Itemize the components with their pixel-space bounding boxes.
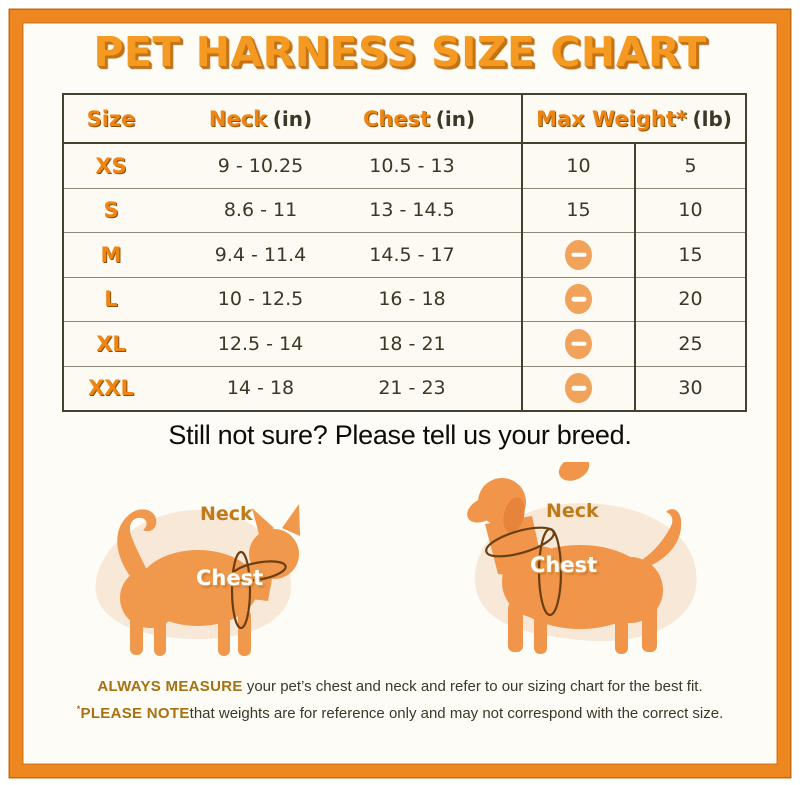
header-size-label: Size — [86, 106, 136, 131]
minus-icon — [565, 328, 592, 359]
cat-diagram: Neck Chest — [78, 476, 313, 666]
neck-cell: 10 - 12.5 — [217, 288, 304, 311]
dog-diagram: Neck Chest — [450, 462, 720, 662]
weight-cell-2: 15 — [633, 232, 747, 277]
weight-cell-1 — [521, 321, 635, 366]
header-neck: Neck (in) — [158, 94, 363, 144]
minus-icon — [565, 373, 592, 404]
table-row: S 8.6 - 11 13 - 14.5 15 10 — [63, 188, 747, 233]
table-row: XXL 14 - 18 21 - 23 30 — [63, 366, 747, 411]
header-max-weight-unit: (lb) — [692, 106, 732, 131]
table-row: XS 9 - 10.25 10.5 - 13 10 5 — [63, 143, 747, 188]
weight-cell-2: 30 — [633, 366, 747, 411]
header-max-weight-label: Max Weight* — [536, 106, 687, 131]
chest-cell: 16 - 18 — [378, 288, 446, 311]
table-row: L 10 - 12.5 16 - 18 20 — [63, 277, 747, 322]
size-cell: XXL — [88, 376, 134, 401]
header-chest: Chest (in) — [363, 94, 522, 144]
weight-cell-2: 5 — [633, 143, 747, 188]
weight-cell-1 — [521, 232, 635, 277]
chest-cell: 10.5 - 13 — [369, 154, 455, 177]
footnote-asterisk: * — [76, 704, 81, 714]
size-cell: M — [100, 242, 122, 267]
breed-prompt: Still not sure? Please tell us your bree… — [168, 420, 632, 450]
dog-neck-label: Neck — [546, 500, 599, 522]
size-table-body: XS 9 - 10.25 10.5 - 13 10 5 S 8.6 - 11 1… — [63, 143, 747, 411]
size-cell: XL — [96, 331, 126, 356]
size-cell: L — [104, 287, 118, 312]
weight-cell-1: 10 — [521, 143, 635, 188]
footer-note-2-text: that weights are for reference only and … — [189, 705, 724, 722]
neck-cell: 8.6 - 11 — [223, 199, 298, 222]
cat-chest-label: Chest — [196, 566, 264, 590]
page-title: PET HARNESS SIZE CHART — [93, 28, 707, 76]
weight-cell-1 — [521, 366, 635, 411]
weight-cell-2: 20 — [633, 277, 747, 322]
header-chest-label: Chest — [363, 106, 431, 131]
neck-cell: 9.4 - 11.4 — [214, 243, 307, 266]
header-chest-unit: (in) — [435, 106, 476, 131]
header-size: Size — [63, 94, 158, 144]
weight-cell-2: 25 — [633, 321, 747, 366]
neck-cell: 14 - 18 — [226, 377, 295, 400]
footer-note-2-bold: *PLEASE NOTE — [76, 704, 190, 722]
table-row: XL 12.5 - 14 18 - 21 25 — [63, 321, 747, 366]
neck-cell: 12.5 - 14 — [217, 332, 304, 355]
chest-cell: 13 - 14.5 — [369, 199, 455, 222]
cat-silhouette-icon — [95, 504, 300, 656]
weight-cell-1 — [521, 277, 635, 322]
footer-note-1: ALWAYS MEASURE your pet’s chest and neck… — [0, 678, 800, 695]
dog-chest-label: Chest — [530, 553, 598, 577]
chest-cell: 14.5 - 17 — [369, 243, 455, 266]
cat-neck-label: Neck — [200, 503, 253, 525]
header-max-weight: Max Weight* (lb) — [520, 94, 747, 144]
weight-cell-1: 15 — [521, 188, 635, 233]
neck-cell: 9 - 10.25 — [217, 154, 304, 177]
minus-icon — [565, 239, 592, 270]
footer-note-1-bold: ALWAYS MEASURE — [97, 678, 243, 695]
size-cell: XS — [95, 153, 127, 178]
minus-icon — [565, 284, 592, 315]
chest-cell: 18 - 21 — [378, 332, 446, 355]
header-neck-unit: (in) — [272, 106, 313, 131]
dog-silhouette-icon — [467, 462, 697, 654]
header-neck-label: Neck — [208, 106, 268, 131]
table-row: M 9.4 - 11.4 14.5 - 17 15 — [63, 232, 747, 277]
table-header-row: Size Neck (in) Chest (in) Max Weight* (l… — [63, 94, 747, 144]
size-cell: S — [103, 198, 119, 223]
footer-note-2: *PLEASE NOTEthat weights are for referen… — [0, 704, 800, 722]
chest-cell: 21 - 23 — [378, 377, 446, 400]
weight-cell-2: 10 — [633, 188, 747, 233]
footer-note-1-text: your pet’s chest and neck and refer to o… — [246, 678, 703, 695]
size-chart-table: Size Neck (in) Chest (in) Max Weight* (l… — [62, 93, 748, 412]
